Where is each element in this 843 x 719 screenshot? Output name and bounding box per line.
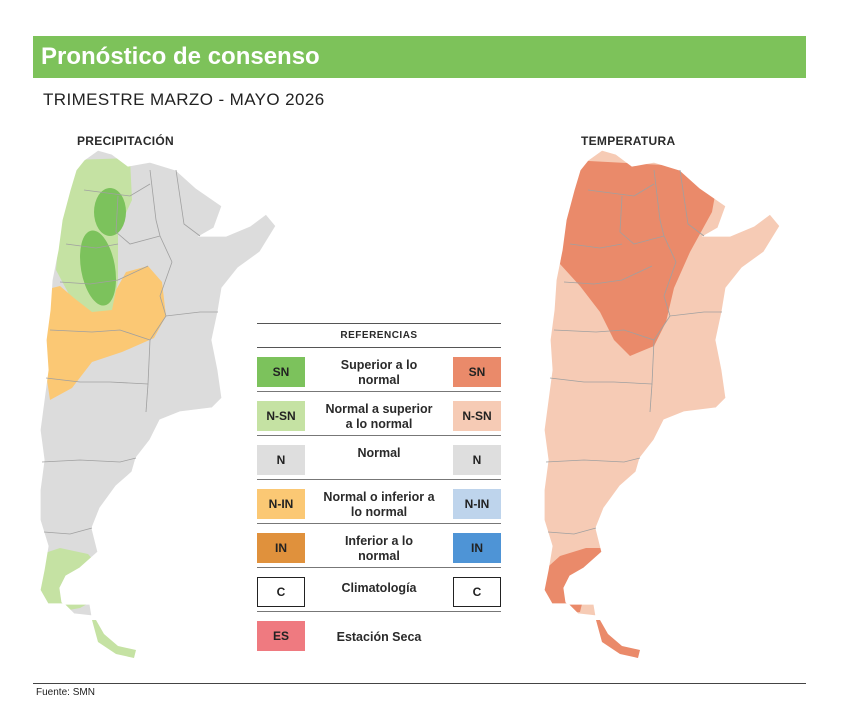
legend-swatch-precip-sn: SN [257,357,305,387]
legend-label-c: Climatología [313,581,445,596]
legend-label-line2: a lo normal [345,417,413,431]
legend: REFERENCIAS SN Superior a lo normal SN N… [257,323,501,655]
legend-swatch-precip-c: C [257,577,305,607]
legend-label-line1: Normal o inferior a [323,490,435,504]
legend-label-line2: lo normal [350,505,408,519]
legend-label-n-in: Normal o inferior a lo normal [313,490,445,520]
footer-rule [33,683,806,684]
legend-swatch-precip-in: IN [257,533,305,563]
legend-label-line1: Climatología [341,581,417,595]
legend-label-n-sn: Normal a superior a lo normal [313,402,445,432]
title-banner: Pronóstico de consenso [33,36,806,78]
legend-row-n: N Normal N [257,436,501,480]
legend-swatch-precip-es: ES [257,621,305,651]
legend-label-n: Normal [313,446,445,461]
legend-label-sn: Superior a lo normal [313,358,445,388]
precipitation-map-label: PRECIPITACIÓN [77,134,175,148]
legend-label-es: Estación Seca [313,630,445,645]
legend-label-line1: Superior a lo [340,358,418,372]
temperature-map-label: TEMPERATURA [581,134,676,148]
legend-swatch-precip-n: N [257,445,305,475]
source-credit: Fuente: SMN [36,687,95,698]
legend-row-in: IN Inferior a lo normal IN [257,524,501,568]
legend-swatch-temp-c: C [453,577,501,607]
page-title: Pronóstico de consenso [41,43,320,70]
legend-label-line1: Normal a superior [325,402,433,416]
legend-row-c: C Climatología C [257,568,501,612]
page-subtitle: TRIMESTRE MARZO - MAYO 2026 [43,90,325,109]
legend-swatch-temp-n-in: N-IN [453,489,501,519]
legend-swatch-temp-sn: SN [453,357,501,387]
legend-row-es: ES Estación Seca [257,612,501,655]
legend-title: REFERENCIAS [257,323,501,348]
legend-row-n-sn: N-SN Normal a superior a lo normal N-SN [257,392,501,436]
legend-label-line1: Inferior a lo [344,534,414,548]
legend-swatch-precip-n-sn: N-SN [257,401,305,431]
legend-swatch-temp-in: IN [453,533,501,563]
legend-swatch-precip-n-in: N-IN [257,489,305,519]
legend-swatch-temp-n-sn: N-SN [453,401,501,431]
legend-label-line1: Estación Seca [336,630,422,644]
legend-row-n-in: N-IN Normal o inferior a lo normal N-IN [257,480,501,524]
legend-label-line2: normal [358,549,400,563]
legend-row-sn: SN Superior a lo normal SN [257,348,501,392]
legend-swatch-temp-n: N [453,445,501,475]
legend-label-in: Inferior a lo normal [313,534,445,564]
legend-label-line2: normal [358,373,400,387]
legend-label-line1: Normal [357,446,401,460]
